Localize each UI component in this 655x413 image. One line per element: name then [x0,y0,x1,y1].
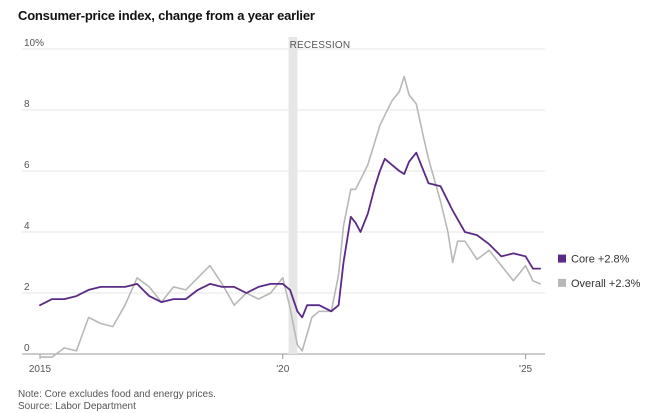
y-axis-ticks: 0 2 4 6 8 10% [24,38,44,354]
series-line-core [39,151,541,319]
recession-label: RECESSION [290,40,351,51]
chart-source: Source: Labor Department [18,401,136,412]
x-tick-label: 2015 [29,364,52,375]
legend-swatch-0 [558,254,566,263]
y-tick-label: 6 [24,160,30,171]
legend-swatch-1 [558,278,566,287]
y-tick-label: 2 [24,282,30,293]
x-axis-ticks: 2015 '20 '25 [29,354,533,375]
x-tick-label: '25 [519,364,532,375]
recession-band [288,37,298,354]
chart-note: Note: Core excludes food and energy pric… [18,389,216,400]
legend-label-0: Core +2.8% [571,254,630,266]
gridlines [22,48,545,355]
y-tick-label: 10% [24,38,44,49]
y-tick-label: 4 [24,221,30,232]
legend-label-1: Overall +2.3% [571,278,641,290]
legend: Core +2.8% Overall +2.3% [558,254,641,290]
series-lines [39,75,541,358]
x-tick-label: '20 [276,364,289,375]
y-tick-label: 0 [24,343,30,354]
y-tick-label: 8 [24,99,30,110]
chart-title: Consumer-price index, change from a year… [18,8,315,23]
recession-band-group: RECESSION [288,37,351,354]
series-line-overall [39,75,541,358]
